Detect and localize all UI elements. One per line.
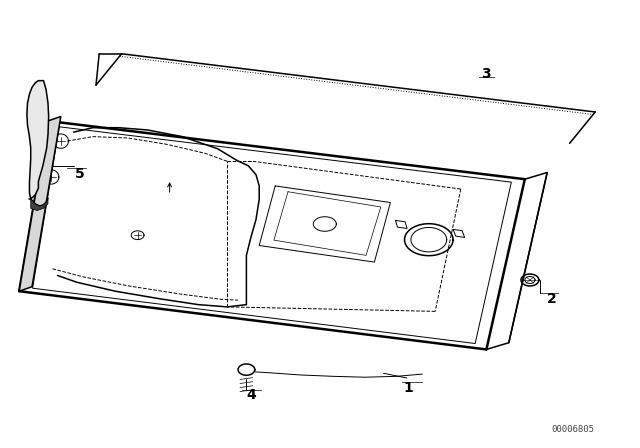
Text: 1: 1 — [403, 380, 413, 395]
Polygon shape — [27, 81, 49, 199]
Text: 3: 3 — [481, 67, 492, 81]
Text: 00006805: 00006805 — [551, 425, 595, 434]
Polygon shape — [19, 116, 61, 291]
Text: 5: 5 — [75, 167, 85, 181]
Polygon shape — [31, 198, 48, 211]
Text: 2: 2 — [547, 292, 557, 306]
Text: 4: 4 — [246, 388, 257, 402]
